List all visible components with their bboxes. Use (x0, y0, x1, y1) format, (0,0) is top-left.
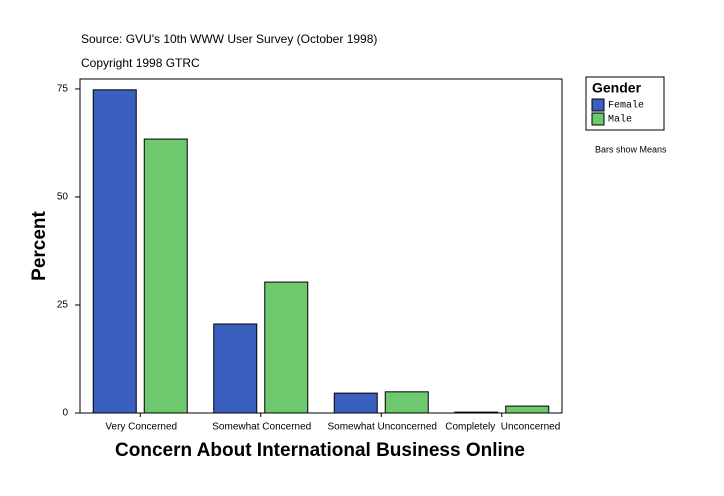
note: Bars show Means (595, 144, 667, 154)
bar (454, 411, 499, 414)
legend-swatch (591, 112, 605, 126)
legend-swatch (591, 98, 605, 112)
x-tick-label: Somewhat Concerned (212, 422, 311, 433)
bar (143, 138, 188, 414)
copyright: Copyright 1998 GTRC (81, 56, 200, 70)
bar (264, 281, 309, 414)
bar (384, 391, 429, 414)
bar (92, 89, 137, 414)
x-axis-label: Concern About International Business Onl… (115, 440, 525, 461)
y-tick-label: 0 (62, 408, 68, 419)
y-tick-label: 25 (57, 300, 69, 311)
x-tick-label: Completely Unconcerned (445, 422, 560, 433)
bar (213, 323, 258, 414)
x-tick-label: Very Concerned (105, 422, 177, 433)
y-tick-label: 50 (57, 192, 69, 203)
subtitle: Source: GVU's 10th WWW User Survey (Octo… (81, 32, 377, 46)
legend-title: Gender (592, 80, 642, 96)
legend-label: Male (608, 114, 632, 126)
bar (333, 392, 378, 414)
y-axis-label: Percent (29, 210, 50, 280)
legend-label: Female (608, 100, 644, 112)
x-tick-label: Somewhat Unconcerned (327, 422, 437, 433)
y-tick-label: 75 (57, 84, 69, 95)
bar (505, 405, 550, 414)
